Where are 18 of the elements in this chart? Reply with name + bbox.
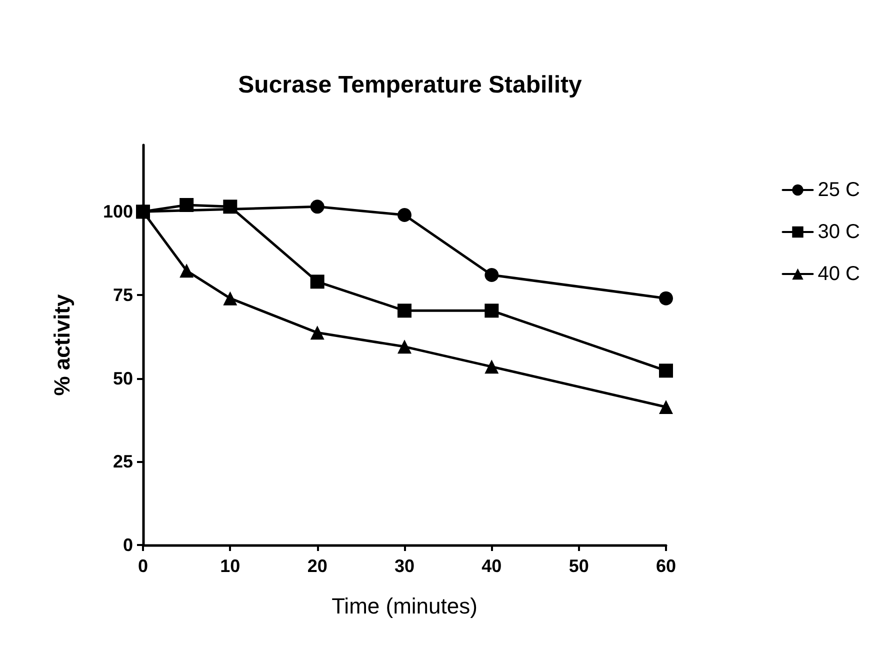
x-tick-label: 10 bbox=[220, 556, 240, 576]
y-tick-label: 0 bbox=[122, 535, 133, 555]
x-tick-label: 50 bbox=[568, 556, 589, 576]
x-tick-label: 20 bbox=[307, 556, 328, 576]
legend-label: 40 C bbox=[818, 263, 860, 285]
y-tick-label: 100 bbox=[102, 202, 133, 222]
x-tick-label: 60 bbox=[656, 556, 676, 576]
y-tick-label: 75 bbox=[112, 285, 133, 305]
x-tick-label: 40 bbox=[482, 556, 502, 576]
x-axis-title: Time (minutes) bbox=[332, 594, 478, 618]
x-tick-label: 0 bbox=[138, 556, 148, 576]
y-tick-label: 50 bbox=[112, 368, 133, 388]
y-axis-title: % activity bbox=[50, 293, 74, 396]
x-tick-label: 30 bbox=[394, 556, 415, 576]
legend-label: 30 C bbox=[818, 221, 860, 243]
chart-title: Sucrase Temperature Stability bbox=[238, 72, 582, 98]
legend-label: 25 C bbox=[818, 179, 860, 201]
y-tick-label: 25 bbox=[112, 452, 133, 472]
